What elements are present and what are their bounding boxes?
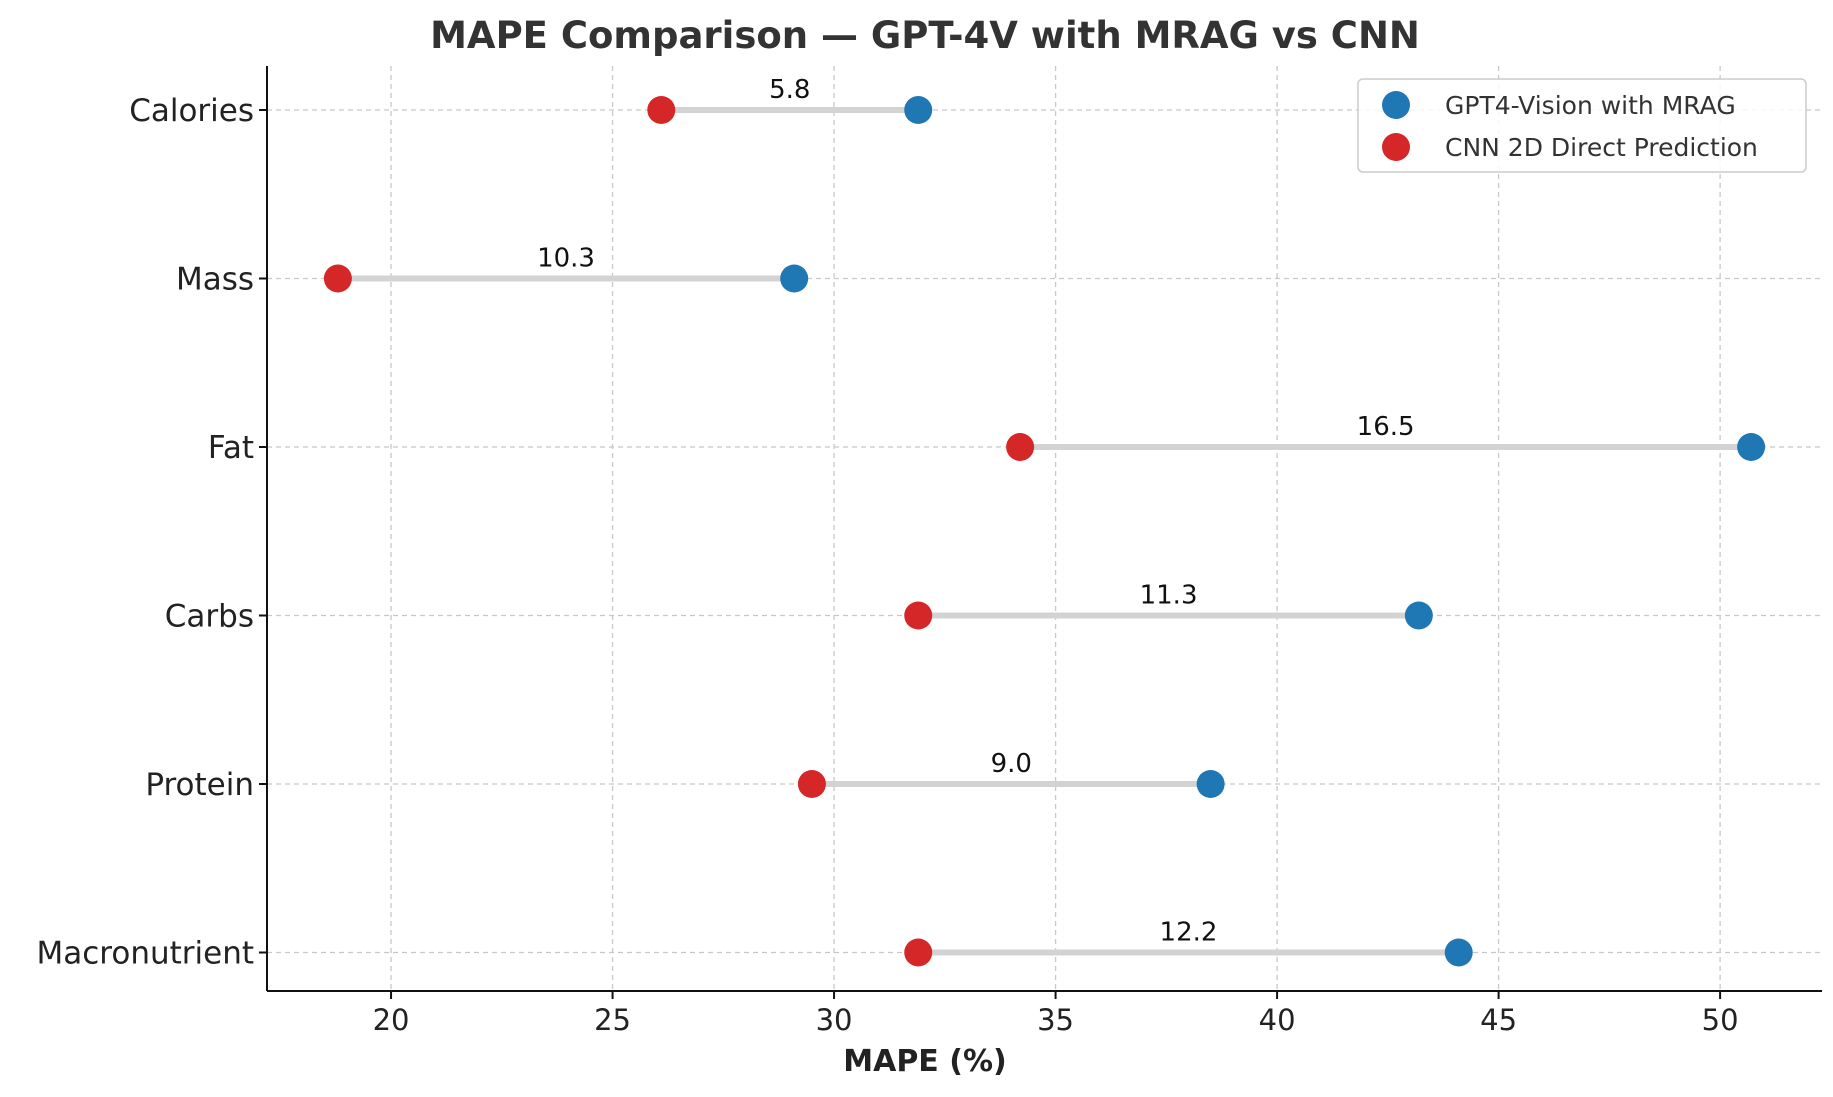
x-tick-label: 35: [1037, 1003, 1074, 1037]
points-layer: [323, 96, 1766, 967]
difference-label: 11.3: [1140, 581, 1198, 611]
difference-label: 10.3: [537, 244, 595, 274]
connector-layer: [337, 107, 1752, 956]
y-tick-label: Protein: [145, 767, 254, 803]
x-tick-label: 50: [1702, 1003, 1739, 1037]
cnn-point: [904, 938, 933, 967]
labels-layer: 20 25 30 35 40 45 50 Calories 5.8 Mass 10.3 Fat 16.5…: [37, 75, 1739, 1037]
y-tick-label: Fat: [208, 430, 254, 466]
x-tick-label: 30: [816, 1003, 853, 1037]
difference-label: 5.8: [769, 75, 810, 105]
legend: GPT4-Vision with MRAG CNN 2D Direct Pred…: [1357, 78, 1807, 173]
cnn-point: [323, 264, 352, 293]
y-tick-label: Macronutrient: [37, 936, 255, 972]
gpt4v-point: [904, 96, 933, 124]
difference-label: 12.2: [1160, 918, 1218, 948]
x-tick-label: 20: [373, 1003, 410, 1037]
legend-marker-cnn: [1382, 133, 1410, 161]
difference-label: 16.5: [1357, 412, 1415, 442]
x-axis-label: MAPE (%): [843, 1044, 1006, 1079]
cnn-point: [797, 770, 826, 798]
legend-label-cnn: CNN 2D Direct Prediction: [1445, 133, 1758, 162]
gpt4v-point: [1404, 601, 1433, 630]
axes-layer: [259, 66, 1822, 999]
legend-label-gpt4v: GPT4-Vision with MRAG: [1445, 91, 1736, 120]
legend-marker-gpt4v: [1382, 91, 1410, 119]
y-tick-label: Carbs: [165, 599, 254, 635]
cnn-point: [647, 96, 676, 124]
cnn-point: [904, 601, 933, 630]
x-tick-label: 25: [594, 1003, 631, 1037]
difference-label: 9.0: [991, 749, 1032, 779]
x-tick-label: 40: [1259, 1003, 1296, 1037]
gpt4v-point: [1444, 938, 1473, 967]
y-tick-label: Mass: [176, 262, 254, 298]
x-tick-label: 45: [1480, 1003, 1517, 1037]
y-tick-label: Calories: [129, 93, 254, 129]
legend-box: [1357, 78, 1807, 173]
gpt4v-point: [780, 264, 809, 293]
cnn-point: [1006, 433, 1035, 461]
chart-title: MAPE Comparison — GPT-4V with MRAG vs CN…: [430, 14, 1420, 57]
gpt4v-point: [1737, 433, 1766, 461]
gpt4v-point: [1196, 770, 1225, 798]
